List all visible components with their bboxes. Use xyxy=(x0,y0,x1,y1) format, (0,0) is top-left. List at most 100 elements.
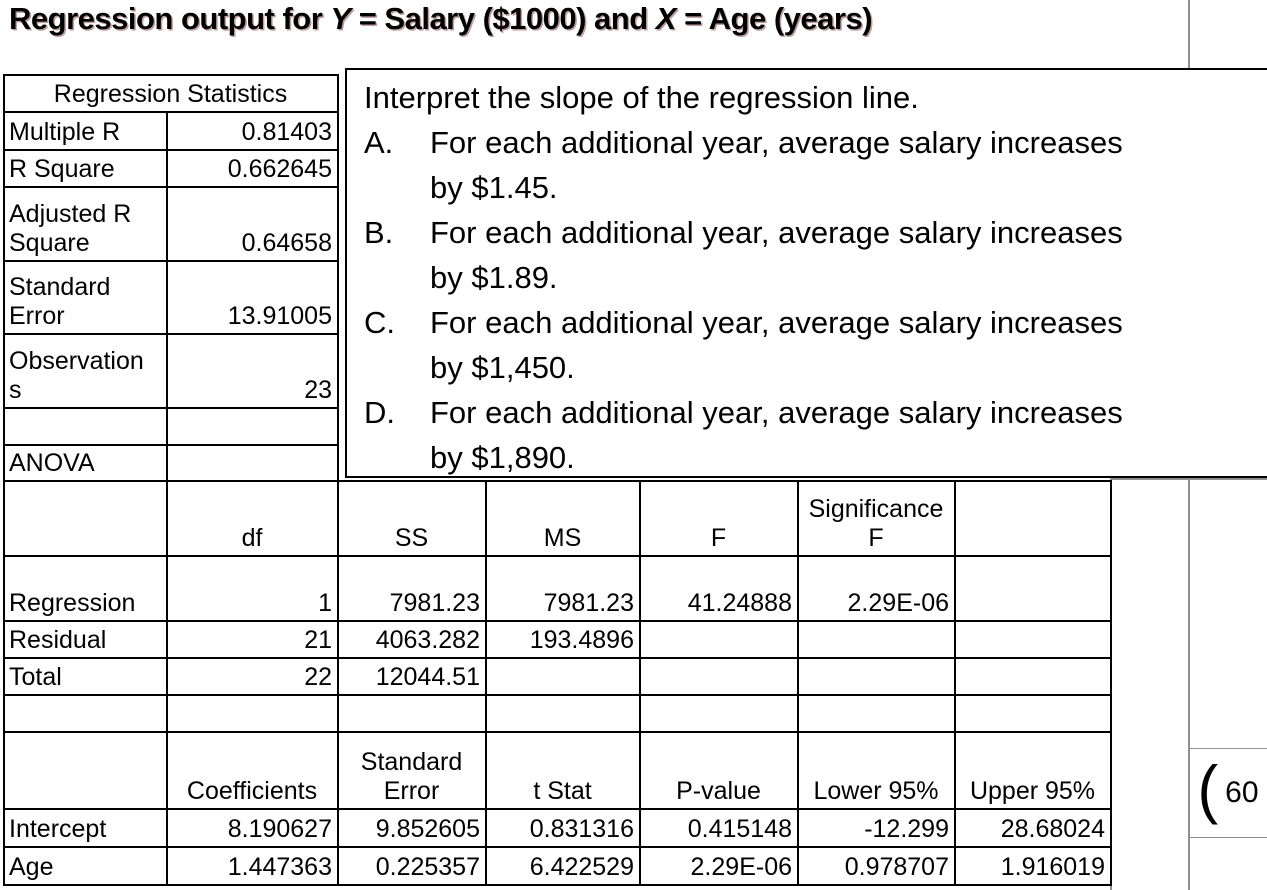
grid-line-horizontal-right xyxy=(1110,478,1267,480)
option-text: For each additional year, average salary… xyxy=(430,215,1123,295)
option-text: For each additional year, average salary… xyxy=(430,395,1123,475)
regression-statistics-table: Regression Statistics Multiple R 0.81403 … xyxy=(3,74,339,482)
stat-value: 0.64658 xyxy=(166,186,339,262)
stat-value: 0.662645 xyxy=(166,149,339,188)
slide-number-badge: ( 60 xyxy=(1189,748,1267,838)
row-label: Intercept xyxy=(3,808,168,848)
row-label: Total xyxy=(3,657,168,696)
stat-label xyxy=(3,407,168,446)
cell-value: 193.4896 xyxy=(485,620,641,659)
cell-value xyxy=(954,555,1112,622)
column-header: Lower 95% xyxy=(797,731,956,810)
table-row: Intercept 8.190627 9.852605 0.831316 0.4… xyxy=(3,808,1112,848)
cell-value: 1.447363 xyxy=(166,846,339,886)
row-label: Regression xyxy=(3,555,168,622)
title-segment: Regression output for xyxy=(9,1,331,36)
question-box: Interpret the slope of the regression li… xyxy=(345,68,1267,478)
column-header: P-value xyxy=(639,731,799,810)
cell-value: 21 xyxy=(166,620,339,659)
option-letter: A. xyxy=(364,125,394,160)
cell-value: 6.422529 xyxy=(485,846,641,886)
option-text: For each additional year, average salary… xyxy=(430,125,1123,205)
title-var-y: Y xyxy=(330,1,351,36)
table-row xyxy=(3,694,1112,733)
column-header: t Stat xyxy=(485,731,641,810)
stat-label: Observations xyxy=(3,333,168,409)
cell-value: 28.68024 xyxy=(954,808,1112,848)
title-segment: = Salary ($1000) and xyxy=(350,1,656,36)
column-header: F xyxy=(639,480,799,557)
anova-section-label: ANOVA xyxy=(3,444,168,482)
row-label: Residual xyxy=(3,620,168,659)
regression-statistics-header: Regression Statistics xyxy=(3,74,339,113)
cell-value xyxy=(639,657,799,696)
column-header: SS xyxy=(337,480,487,557)
cell-value: 4063.282 xyxy=(337,620,487,659)
table-row: Observations 23 xyxy=(3,333,339,409)
cell-value: 0.831316 xyxy=(485,808,641,848)
column-header: MS xyxy=(485,480,641,557)
table-row: Age 1.447363 0.225357 6.422529 2.29E-06 … xyxy=(3,846,1112,886)
anova-and-coefficients-table: df SS MS F Significance F Regression 1 7… xyxy=(3,480,1112,886)
table-row: Total 22 12044.51 xyxy=(3,657,1112,696)
column-header: df xyxy=(166,480,339,557)
stat-value xyxy=(166,444,339,482)
stat-value: 13.91005 xyxy=(166,260,339,335)
row-label: Age xyxy=(3,846,168,886)
question-prompt: Interpret the slope of the regression li… xyxy=(364,80,919,115)
cell-value xyxy=(954,694,1112,733)
cell-value: 1.916019 xyxy=(954,846,1112,886)
cell-value xyxy=(954,620,1112,659)
stat-label: Standard Error xyxy=(3,260,168,335)
cell-value: 0.978707 xyxy=(797,846,956,886)
table-row: Regression 1 7981.23 7981.23 41.24888 2.… xyxy=(3,555,1112,622)
stat-value: 0.81403 xyxy=(166,111,339,151)
anova-header-row: df SS MS F Significance F xyxy=(3,480,1112,557)
table-row: R Square 0.662645 xyxy=(3,149,339,188)
cell-value: 7981.23 xyxy=(337,555,487,622)
slide-number: 60 xyxy=(1225,776,1259,809)
stat-value: 23 xyxy=(166,333,339,409)
option-letter: B. xyxy=(364,215,394,250)
cell-value: 12044.51 xyxy=(337,657,487,696)
table-row xyxy=(3,407,339,446)
table-row: Standard Error 13.91005 xyxy=(3,260,339,335)
cell-value xyxy=(485,694,641,733)
coefficients-header-row: Coefficients Standard Error t Stat P-val… xyxy=(3,731,1112,810)
stat-label: R Square xyxy=(3,149,168,188)
title-segment: = Age (years) xyxy=(675,1,873,36)
column-header: Coefficients xyxy=(166,731,339,810)
question-option-a: A. For each additional year, average sal… xyxy=(364,120,1267,210)
table-row: ANOVA xyxy=(3,444,339,482)
cell-value: 0.415148 xyxy=(639,808,799,848)
stat-label: Adjusted R Square xyxy=(3,186,168,262)
cell-value: 8.190627 xyxy=(166,808,339,848)
cell-value xyxy=(797,657,956,696)
cell-value: -12.299 xyxy=(797,808,956,848)
cell-value: 22 xyxy=(166,657,339,696)
column-header: Upper 95% xyxy=(954,731,1112,810)
cell-value xyxy=(166,694,339,733)
table-row: Multiple R 0.81403 xyxy=(3,111,339,151)
page-title: Regression output for Y = Salary ($1000)… xyxy=(9,1,873,37)
table-row: Adjusted R Square 0.64658 xyxy=(3,186,339,262)
option-letter: C. xyxy=(364,305,395,340)
cell-value xyxy=(797,694,956,733)
option-text: For each additional year, average salary… xyxy=(430,305,1123,385)
cell-value xyxy=(954,657,1112,696)
cell-value xyxy=(485,657,641,696)
cell-value xyxy=(337,694,487,733)
question-option-d: D. For each additional year, average sal… xyxy=(364,390,1267,480)
column-header xyxy=(954,480,1112,557)
question-option-c: C. For each additional year, average sal… xyxy=(364,300,1267,390)
table-row: Residual 21 4063.282 193.4896 xyxy=(3,620,1112,659)
cell-value xyxy=(797,620,956,659)
cell-value: 2.29E-06 xyxy=(797,555,956,622)
stat-label: Multiple R xyxy=(3,111,168,151)
row-label xyxy=(3,694,168,733)
column-header: Standard Error xyxy=(337,731,487,810)
cell-value: 1 xyxy=(166,555,339,622)
cell-value: 9.852605 xyxy=(337,808,487,848)
cell-value: 41.24888 xyxy=(639,555,799,622)
